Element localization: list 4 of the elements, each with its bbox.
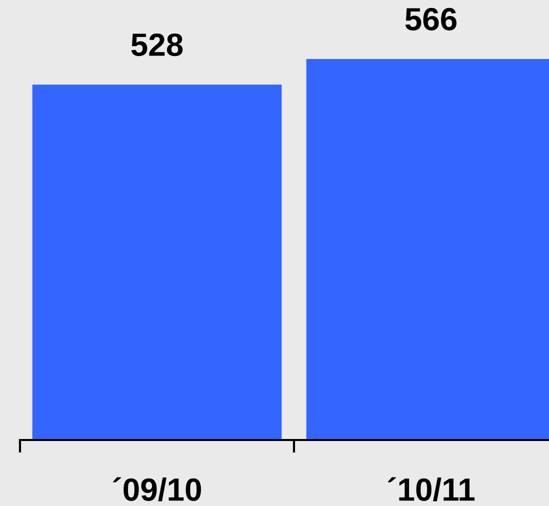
x-tick-label: ´09/10 (113, 477, 201, 502)
data-label: 528 (131, 33, 183, 56)
data-label: 566 (405, 8, 456, 31)
x-tick-label: ´10/11 (388, 477, 475, 502)
